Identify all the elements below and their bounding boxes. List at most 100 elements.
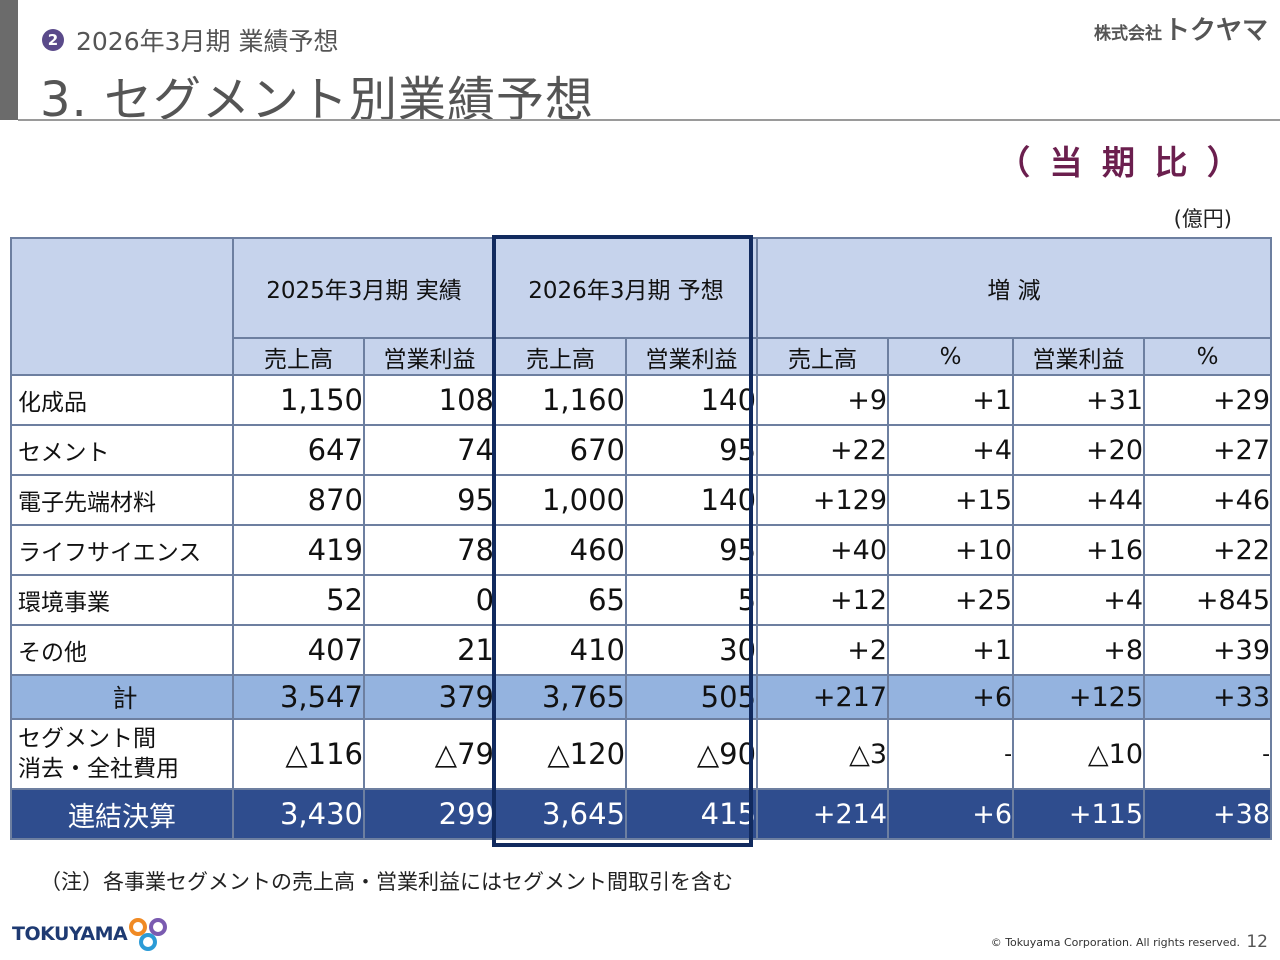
table-row-segment: 化成品 1,150 108 1,160 140 +9 +1 +31 +29 (10, 374, 1273, 426)
value-cell: +125 (1012, 674, 1146, 720)
group-header-change: 増 減 (756, 237, 1273, 339)
segment-forecast-table: 2025年3月期 実績 2026年3月期 予想 増 減 売上高 営業利益 売上高 営業… (10, 237, 1273, 840)
value-cell: △10 (1012, 718, 1146, 790)
sub-header-cell: 営業利益 (362, 337, 497, 376)
corner-header-cell (10, 237, 234, 376)
value-cell: +10 (887, 524, 1015, 576)
value-cell: 299 (362, 788, 497, 840)
value-cell: +6 (887, 674, 1015, 720)
value-cell: 505 (625, 674, 759, 720)
value-cell: 78 (362, 524, 497, 576)
value-cell: +6 (887, 788, 1015, 840)
value-cell: 870 (232, 474, 365, 526)
value-cell: △116 (232, 718, 365, 790)
value-cell: +9 (756, 374, 890, 426)
value-cell: 74 (362, 424, 497, 476)
row-label: セグメント間 消去・全社費用 (10, 718, 234, 790)
value-cell: +217 (756, 674, 890, 720)
copyright-notice: © Tokuyama Corporation. All rights reser… (990, 936, 1240, 949)
row-label: 連結決算 (10, 788, 234, 840)
value-cell: - (887, 718, 1015, 790)
sub-header-cell: % (887, 337, 1015, 376)
value-cell: 415 (625, 788, 759, 840)
value-cell: +4 (1012, 574, 1146, 626)
value-cell: +46 (1143, 474, 1273, 526)
value-cell: 95 (625, 424, 759, 476)
value-cell: 1,150 (232, 374, 365, 426)
footnote: （注）各事業セグメントの売上高・営業利益にはセグメント間取引を含む (40, 870, 733, 894)
value-cell: +129 (756, 474, 890, 526)
table-row-segment: 環境事業 52 0 65 5 +12 +25 +4 +845 (10, 574, 1273, 626)
page-number: 12 (1246, 932, 1268, 952)
value-cell: +22 (1143, 524, 1273, 576)
value-cell: +31 (1012, 374, 1146, 426)
table-row-segment: その他 407 21 410 30 +2 +1 +8 +39 (10, 624, 1273, 676)
value-cell: △79 (362, 718, 497, 790)
value-cell: +33 (1143, 674, 1273, 720)
value-cell: +20 (1012, 424, 1146, 476)
value-cell: 1,160 (494, 374, 628, 426)
value-cell: 1,000 (494, 474, 628, 526)
page-title: 3. セグメント別業績予想 (40, 72, 595, 128)
row-label: セメント (10, 424, 234, 476)
table-row-elimination: セグメント間 消去・全社費用 △116 △79 △120 △90 △3- △10- (10, 718, 1273, 790)
value-cell: 140 (625, 374, 759, 426)
value-cell: +27 (1143, 424, 1273, 476)
group-header-actual: 2025年3月期 実績 (231, 237, 497, 339)
value-cell: +29 (1143, 374, 1273, 426)
accent-bar (0, 0, 18, 120)
row-label: 計 (10, 674, 234, 720)
value-cell: +39 (1143, 624, 1273, 676)
sub-header-cell: 売上高 (494, 337, 628, 376)
value-cell: 52 (232, 574, 365, 626)
value-cell: △90 (625, 718, 759, 790)
value-cell: +1 (887, 374, 1015, 426)
value-cell: +22 (756, 424, 890, 476)
value-cell: +12 (756, 574, 890, 626)
table-row-subtotal: 計 3,547 379 3,765 505 +217 +6 +125 +33 (10, 674, 1273, 720)
group-header-forecast: 2026年3月期 予想 (494, 237, 759, 339)
value-cell: 108 (362, 374, 497, 426)
sub-header-cell: 営業利益 (625, 337, 759, 376)
value-cell: 21 (362, 624, 497, 676)
value-cell: +44 (1012, 474, 1146, 526)
tokuyama-logo: TOKUYAMA (12, 916, 169, 952)
table-row-segment: 電子先端材料 870 95 1,000 140 +129 +15 +44 +46 (10, 474, 1273, 526)
value-cell: 30 (625, 624, 759, 676)
section-subtitle: 2 2026年3月期 業績予想 (42, 22, 338, 58)
row-label: その他 (10, 624, 234, 676)
value-cell: △120 (494, 718, 628, 790)
value-cell: 5 (625, 574, 759, 626)
sub-header-cell: 売上高 (232, 337, 365, 376)
value-cell: 419 (232, 524, 365, 576)
table-row-consolidated: 連結決算 3,430 299 3,645 415 +214 +6 +115 +38 (10, 788, 1273, 840)
sub-header-cell: % (1143, 337, 1273, 376)
sub-header-cell: 売上高 (756, 337, 890, 376)
value-cell: 0 (362, 574, 497, 626)
value-cell: +214 (756, 788, 890, 840)
value-cell: 670 (494, 424, 628, 476)
subtitle-text: 2026年3月期 業績予想 (76, 27, 339, 56)
value-cell: +845 (1143, 574, 1273, 626)
value-cell: 3,765 (494, 674, 628, 720)
row-label: ライフサイエンス (10, 524, 234, 576)
company-brand: 株式会社 トクヤマ (1094, 10, 1268, 47)
value-cell: 407 (232, 624, 365, 676)
title-divider (18, 119, 1280, 121)
value-cell: +115 (1012, 788, 1146, 840)
comparison-label: （ 当 期 比 ） (997, 143, 1244, 182)
value-cell: 647 (232, 424, 365, 476)
value-cell: 3,430 (232, 788, 365, 840)
value-cell: 3,547 (232, 674, 365, 720)
value-cell: +15 (887, 474, 1015, 526)
value-cell: +38 (1143, 788, 1273, 840)
logo-mark-icon (129, 918, 168, 951)
value-cell: +40 (756, 524, 890, 576)
table-row-segment: セメント 647 74 670 95 +22 +4 +20 +27 (10, 424, 1273, 476)
sub-header-cell: 営業利益 (1012, 337, 1146, 376)
unit-label: (億円) (1173, 207, 1232, 231)
row-label: 化成品 (10, 374, 234, 426)
value-cell: 3,645 (494, 788, 628, 840)
value-cell: △3 (756, 718, 890, 790)
table-row-segment: ライフサイエンス 419 78 460 95 +40 +10 +16 +22 (10, 524, 1273, 576)
